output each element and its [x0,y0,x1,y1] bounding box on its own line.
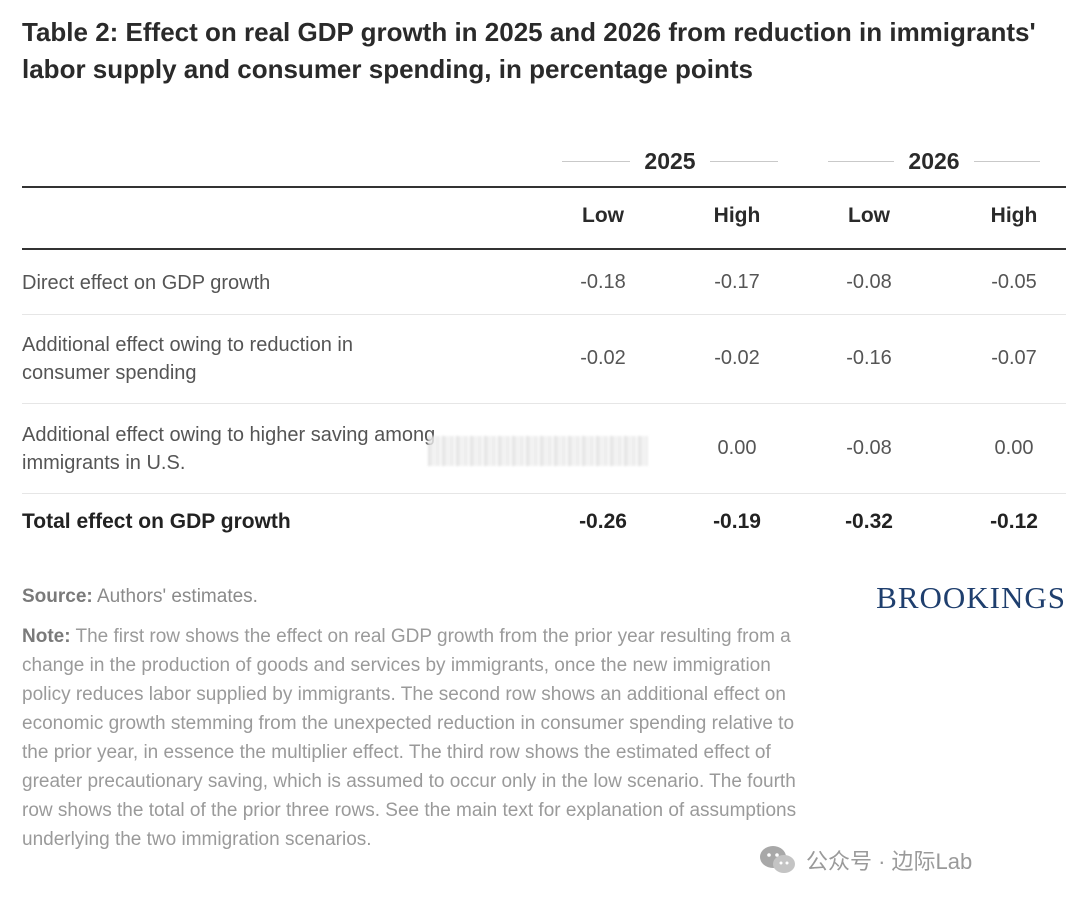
col-header-2026-high: High [990,204,1038,227]
table-cell: -0.05 [991,271,1037,293]
header-rule-left [562,160,631,162]
table-top-rule [22,186,1066,188]
table-cell: -0.17 [714,271,760,293]
table-cell: -0.16 [846,347,892,369]
obscured-cell [428,436,648,466]
table-title: Table 2: Effect on real GDP growth in 20… [22,17,1036,84]
total-row-label: Total effect on GDP growth [22,510,291,533]
row-divider [22,493,1066,494]
table-cell: 0.00 [994,437,1034,459]
table-cell: -0.08 [846,437,892,459]
table-header-rule [22,248,1066,250]
table-cell: -0.08 [846,271,892,293]
row-label-direct-effect: Direct effect on GDP growth [22,272,271,294]
col-header-2026-low: Low [848,204,890,227]
note-label: Note: [22,626,71,647]
year-label-2025: 2025 [644,147,696,174]
row-divider [22,314,1066,315]
brookings-logo: BROOKINGS [876,580,1066,615]
year-group-2025: 2025 [562,145,779,177]
source-line: Source: Authors' estimates. [22,586,258,608]
wechat-icon [760,846,795,873]
table-cell: -0.07 [991,347,1037,369]
source-text: Authors' estimates. [92,586,258,607]
row-divider [22,403,1066,404]
wechat-watermark: 公众号 · 边际Lab [758,840,972,880]
watermark-text: 公众号 · 边际Lab [806,849,973,874]
table-cell: -0.02 [580,347,626,369]
total-cell: -0.12 [990,510,1038,533]
header-rule-right [973,160,1041,162]
note-paragraph: Note: The first row shows the effect on … [22,622,822,854]
col-header-2025-high: High [713,204,761,227]
year-group-2026: 2026 [828,145,1041,177]
total-cell: -0.19 [713,510,761,533]
source-label: Source: [22,586,93,607]
row-label-consumer-spending: Additional effect owing to reduction in … [22,334,353,384]
table-cell: 0.00 [717,437,757,459]
header-rule-right [709,160,779,162]
header-rule-left [828,160,895,162]
table-cell: -0.18 [580,271,626,293]
total-cell: -0.32 [845,510,893,533]
col-header-2025-low: Low [582,204,624,227]
total-cell: -0.26 [579,510,627,533]
row-label-higher-saving: Additional effect owing to higher saving… [22,424,436,474]
note-text: The first row shows the effect on real G… [22,626,797,850]
year-label-2026: 2026 [908,147,960,174]
table-cell: -0.02 [714,347,760,369]
